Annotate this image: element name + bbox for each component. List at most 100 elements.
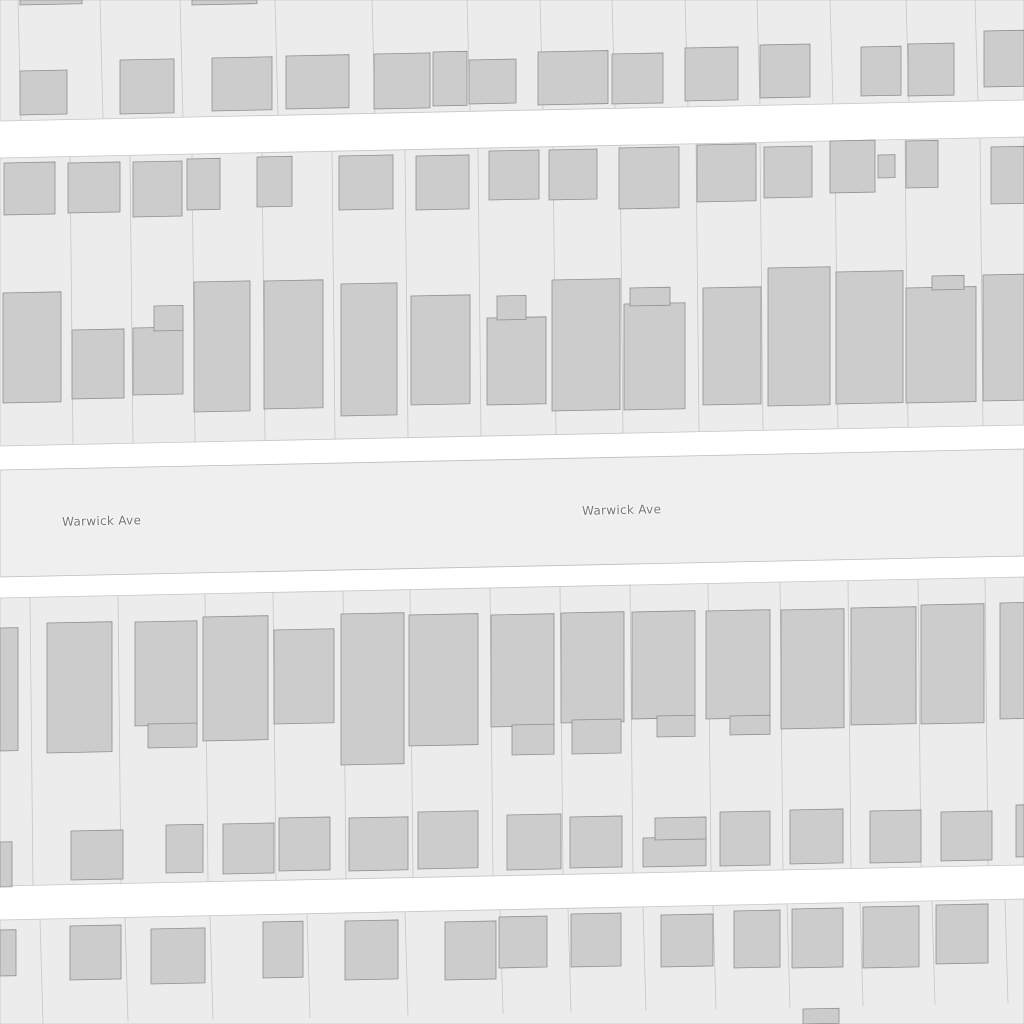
building: [69, 924, 122, 981]
building: [373, 52, 431, 110]
building: [629, 286, 671, 307]
building: [468, 58, 517, 105]
building: [19, 0, 83, 6]
parcel-boundary: [272, 592, 277, 881]
building: [0, 841, 13, 888]
building: [642, 836, 707, 868]
building: [705, 609, 771, 720]
parcel-boundary: [829, 0, 834, 104]
building: [222, 822, 275, 875]
building: [348, 816, 409, 872]
building: [486, 316, 547, 406]
parcel-boundary: [99, 0, 104, 119]
parcel-boundary: [847, 580, 852, 869]
building: [46, 621, 113, 754]
street-label-warwick-ave-east: Warwick Ave: [581, 502, 662, 518]
building: [211, 56, 273, 112]
parcel-boundary: [642, 906, 647, 1011]
parcel-boundary: [695, 143, 700, 432]
parcel-boundary: [274, 0, 279, 116]
building: [551, 278, 621, 412]
building: [850, 606, 917, 726]
building: [829, 139, 876, 194]
parcel-boundary: [974, 0, 979, 102]
building: [862, 905, 920, 969]
building: [905, 286, 977, 404]
parcel-boundary: [477, 148, 482, 437]
building: [0, 627, 19, 752]
building: [134, 620, 198, 727]
building: [548, 148, 598, 201]
parcel-boundary: [756, 0, 761, 106]
building: [537, 50, 609, 106]
building: [496, 294, 527, 321]
parcel-boundary: [786, 903, 791, 1008]
building: [67, 161, 121, 214]
parcel-boundary: [39, 919, 44, 1024]
building: [656, 714, 696, 738]
building: [702, 286, 762, 406]
building: [273, 628, 335, 725]
building: [186, 157, 221, 211]
building: [860, 45, 902, 97]
building: [0, 929, 17, 977]
parcel-boundary: [629, 585, 634, 874]
parcel-boundary: [404, 911, 409, 1016]
building: [631, 610, 696, 720]
building: [153, 304, 184, 332]
parcel-boundary: [129, 155, 134, 444]
building: [905, 139, 939, 189]
building: [263, 279, 324, 410]
building: [802, 1007, 840, 1024]
building: [338, 154, 394, 211]
building: [780, 608, 845, 730]
parcel-boundary: [712, 905, 717, 1010]
building: [907, 42, 955, 97]
parcel-boundary: [404, 149, 409, 438]
building: [262, 920, 304, 979]
building: [684, 46, 739, 102]
parcel-boundary: [124, 917, 129, 1022]
parcel-boundary: [1004, 899, 1009, 1004]
building: [719, 810, 771, 867]
building: [132, 160, 183, 218]
building: [490, 613, 555, 728]
building: [132, 326, 184, 396]
building: [618, 146, 680, 210]
building: [417, 810, 479, 870]
building: [444, 920, 497, 981]
building: [506, 813, 562, 871]
building: [935, 903, 989, 965]
parcel-boundary: [29, 597, 34, 886]
parcel-boundary: [859, 902, 864, 1007]
building: [408, 613, 479, 747]
building: [835, 270, 904, 405]
building: [193, 280, 251, 413]
building: [432, 50, 468, 107]
parcel-boundary: [489, 587, 494, 876]
building: [983, 29, 1024, 88]
building: [202, 615, 269, 742]
building: [410, 294, 471, 406]
building: [999, 602, 1024, 720]
building: [191, 0, 258, 6]
building: [560, 611, 625, 724]
building: [763, 145, 813, 199]
parcel-boundary: [209, 915, 214, 1020]
parcel-boundary: [306, 913, 311, 1018]
parcel-boundary: [179, 0, 184, 118]
building: [256, 155, 293, 208]
building: [654, 816, 707, 841]
building: [623, 302, 686, 411]
building: [150, 927, 206, 985]
building: [611, 52, 664, 105]
building: [660, 913, 714, 968]
building: [729, 714, 771, 736]
building: [920, 603, 985, 725]
building: [759, 43, 811, 99]
building: [569, 815, 623, 869]
parcel-boundary: [559, 586, 564, 875]
building: [488, 149, 540, 201]
